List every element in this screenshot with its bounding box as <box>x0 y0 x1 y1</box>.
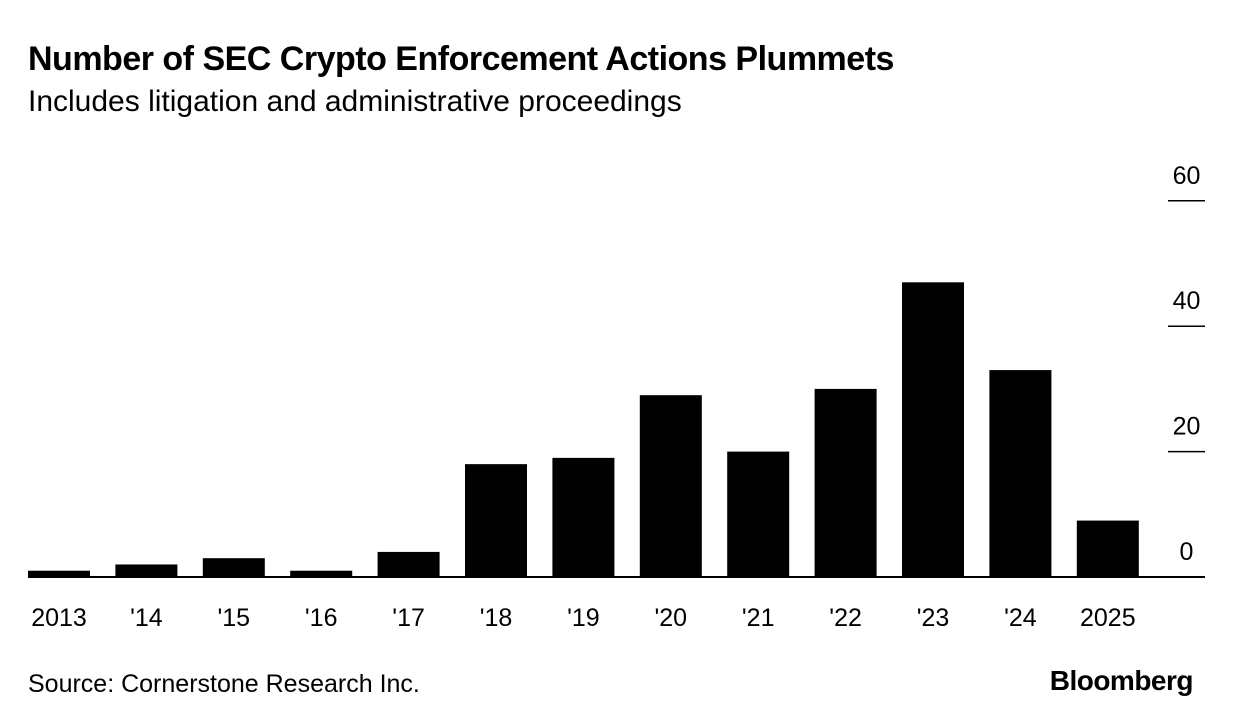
y-tick-label: 40 <box>1173 287 1201 315</box>
x-tick-label: '14 <box>130 604 163 632</box>
bar <box>202 558 265 577</box>
x-tick-label: 2013 <box>31 604 87 632</box>
chart-title: Number of SEC Crypto Enforcement Actions… <box>28 40 894 78</box>
x-tick-label: '23 <box>917 604 950 632</box>
y-tick-label: 60 <box>1173 162 1201 190</box>
x-tick-label: '24 <box>1004 604 1037 632</box>
bar <box>290 570 353 577</box>
bar <box>989 370 1052 577</box>
bar <box>1076 520 1139 577</box>
x-tick-label: '21 <box>742 604 775 632</box>
x-tick-label: 2025 <box>1080 604 1136 632</box>
x-tick-label: '22 <box>829 604 862 632</box>
y-tick-label: 20 <box>1173 413 1201 441</box>
y-tick-label: 0 <box>1180 538 1194 566</box>
bar <box>115 564 178 577</box>
chart-subtitle: Includes litigation and administrative p… <box>28 85 682 118</box>
bar <box>465 464 527 577</box>
bar <box>814 388 877 577</box>
bar <box>552 457 615 577</box>
x-tick-label: '17 <box>392 604 425 632</box>
bloomberg-logo: Bloomberg <box>1049 665 1194 696</box>
bar <box>28 570 90 577</box>
x-tick-label: '19 <box>567 604 600 632</box>
bar <box>377 551 440 577</box>
x-tick-label: '18 <box>480 604 513 632</box>
bar <box>727 451 790 577</box>
bar <box>902 282 964 577</box>
x-tick-label: '15 <box>218 604 251 632</box>
x-tick-label: '20 <box>655 604 688 632</box>
bar <box>639 395 702 577</box>
x-tick-label: '16 <box>305 604 338 632</box>
source-note: Source: Cornerstone Research Inc. <box>28 670 420 698</box>
